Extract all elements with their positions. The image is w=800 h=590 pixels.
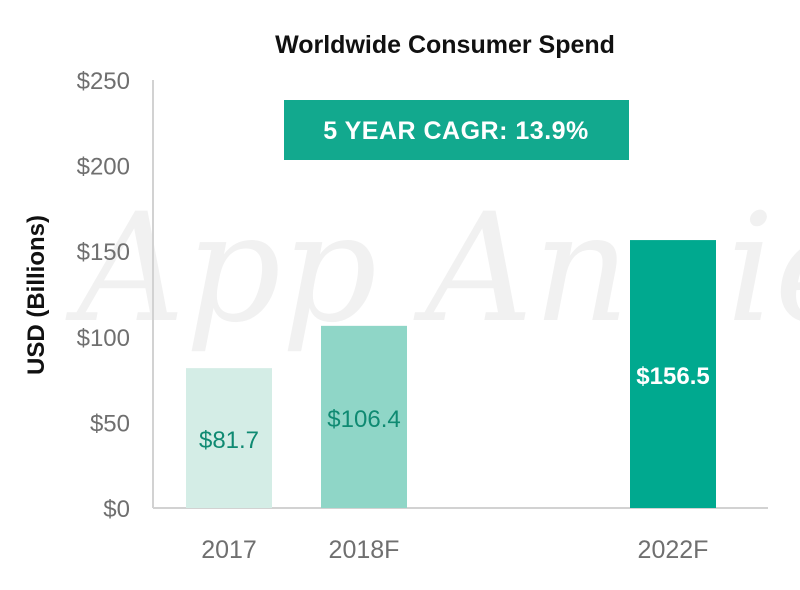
y-tick-label: $250 [77,68,130,95]
y-tick-label: $0 [103,496,130,523]
bar-value-label: $81.7 [199,427,259,454]
chart-title: Worldwide Consumer Spend [275,31,615,59]
x-tick-label: 2018F [329,536,400,564]
bar-2017 [186,368,272,508]
bar-value-label: $106.4 [327,406,400,433]
x-tick-label: 2022F [638,536,709,564]
y-tick-label: $50 [90,410,130,437]
x-tick-label: 2017 [201,536,257,564]
bar-2018f [321,325,407,508]
cagr-annotation-box [284,100,629,160]
bar-2022f [630,240,716,508]
bar-value-label: $156.5 [636,363,709,390]
y-tick-label: $150 [77,239,130,266]
y-tick-label: $200 [77,154,130,181]
y-tick-label: $100 [77,325,130,352]
y-axis-label: USD (Billions) [23,215,50,375]
cagr-annotation-text: 5 YEAR CAGR: 13.9% [323,117,589,145]
